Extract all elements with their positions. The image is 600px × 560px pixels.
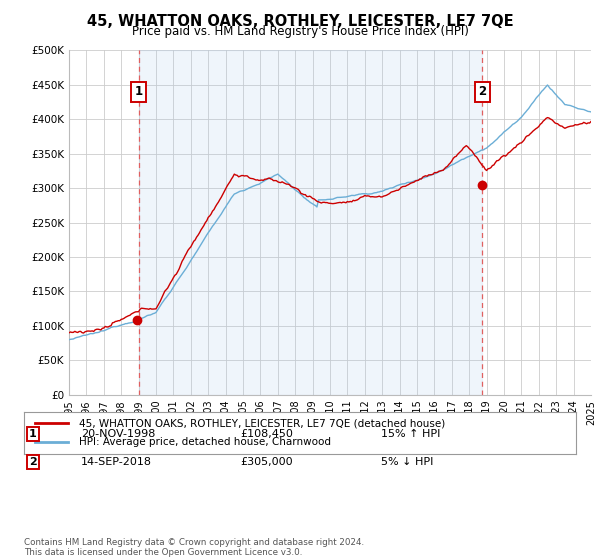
Text: 45, WHATTON OAKS, ROTHLEY, LEICESTER, LE7 7QE (detached house): 45, WHATTON OAKS, ROTHLEY, LEICESTER, LE… (79, 418, 445, 428)
Text: 5% ↓ HPI: 5% ↓ HPI (381, 457, 433, 467)
Text: £305,000: £305,000 (240, 457, 293, 467)
Text: 45, WHATTON OAKS, ROTHLEY, LEICESTER, LE7 7QE: 45, WHATTON OAKS, ROTHLEY, LEICESTER, LE… (86, 14, 514, 29)
Bar (139, 50, 482, 395)
Text: 14-SEP-2018: 14-SEP-2018 (81, 457, 152, 467)
Text: 2: 2 (29, 457, 37, 467)
Text: 1: 1 (134, 85, 143, 98)
Text: 2: 2 (478, 85, 487, 98)
Text: £108,450: £108,450 (240, 429, 293, 439)
Text: Contains HM Land Registry data © Crown copyright and database right 2024.
This d: Contains HM Land Registry data © Crown c… (24, 538, 364, 557)
Text: 15% ↑ HPI: 15% ↑ HPI (381, 429, 440, 439)
Text: Price paid vs. HM Land Registry's House Price Index (HPI): Price paid vs. HM Land Registry's House … (131, 25, 469, 38)
Text: HPI: Average price, detached house, Charnwood: HPI: Average price, detached house, Char… (79, 437, 331, 447)
Text: 20-NOV-1998: 20-NOV-1998 (81, 429, 155, 439)
Text: 1: 1 (29, 429, 37, 439)
